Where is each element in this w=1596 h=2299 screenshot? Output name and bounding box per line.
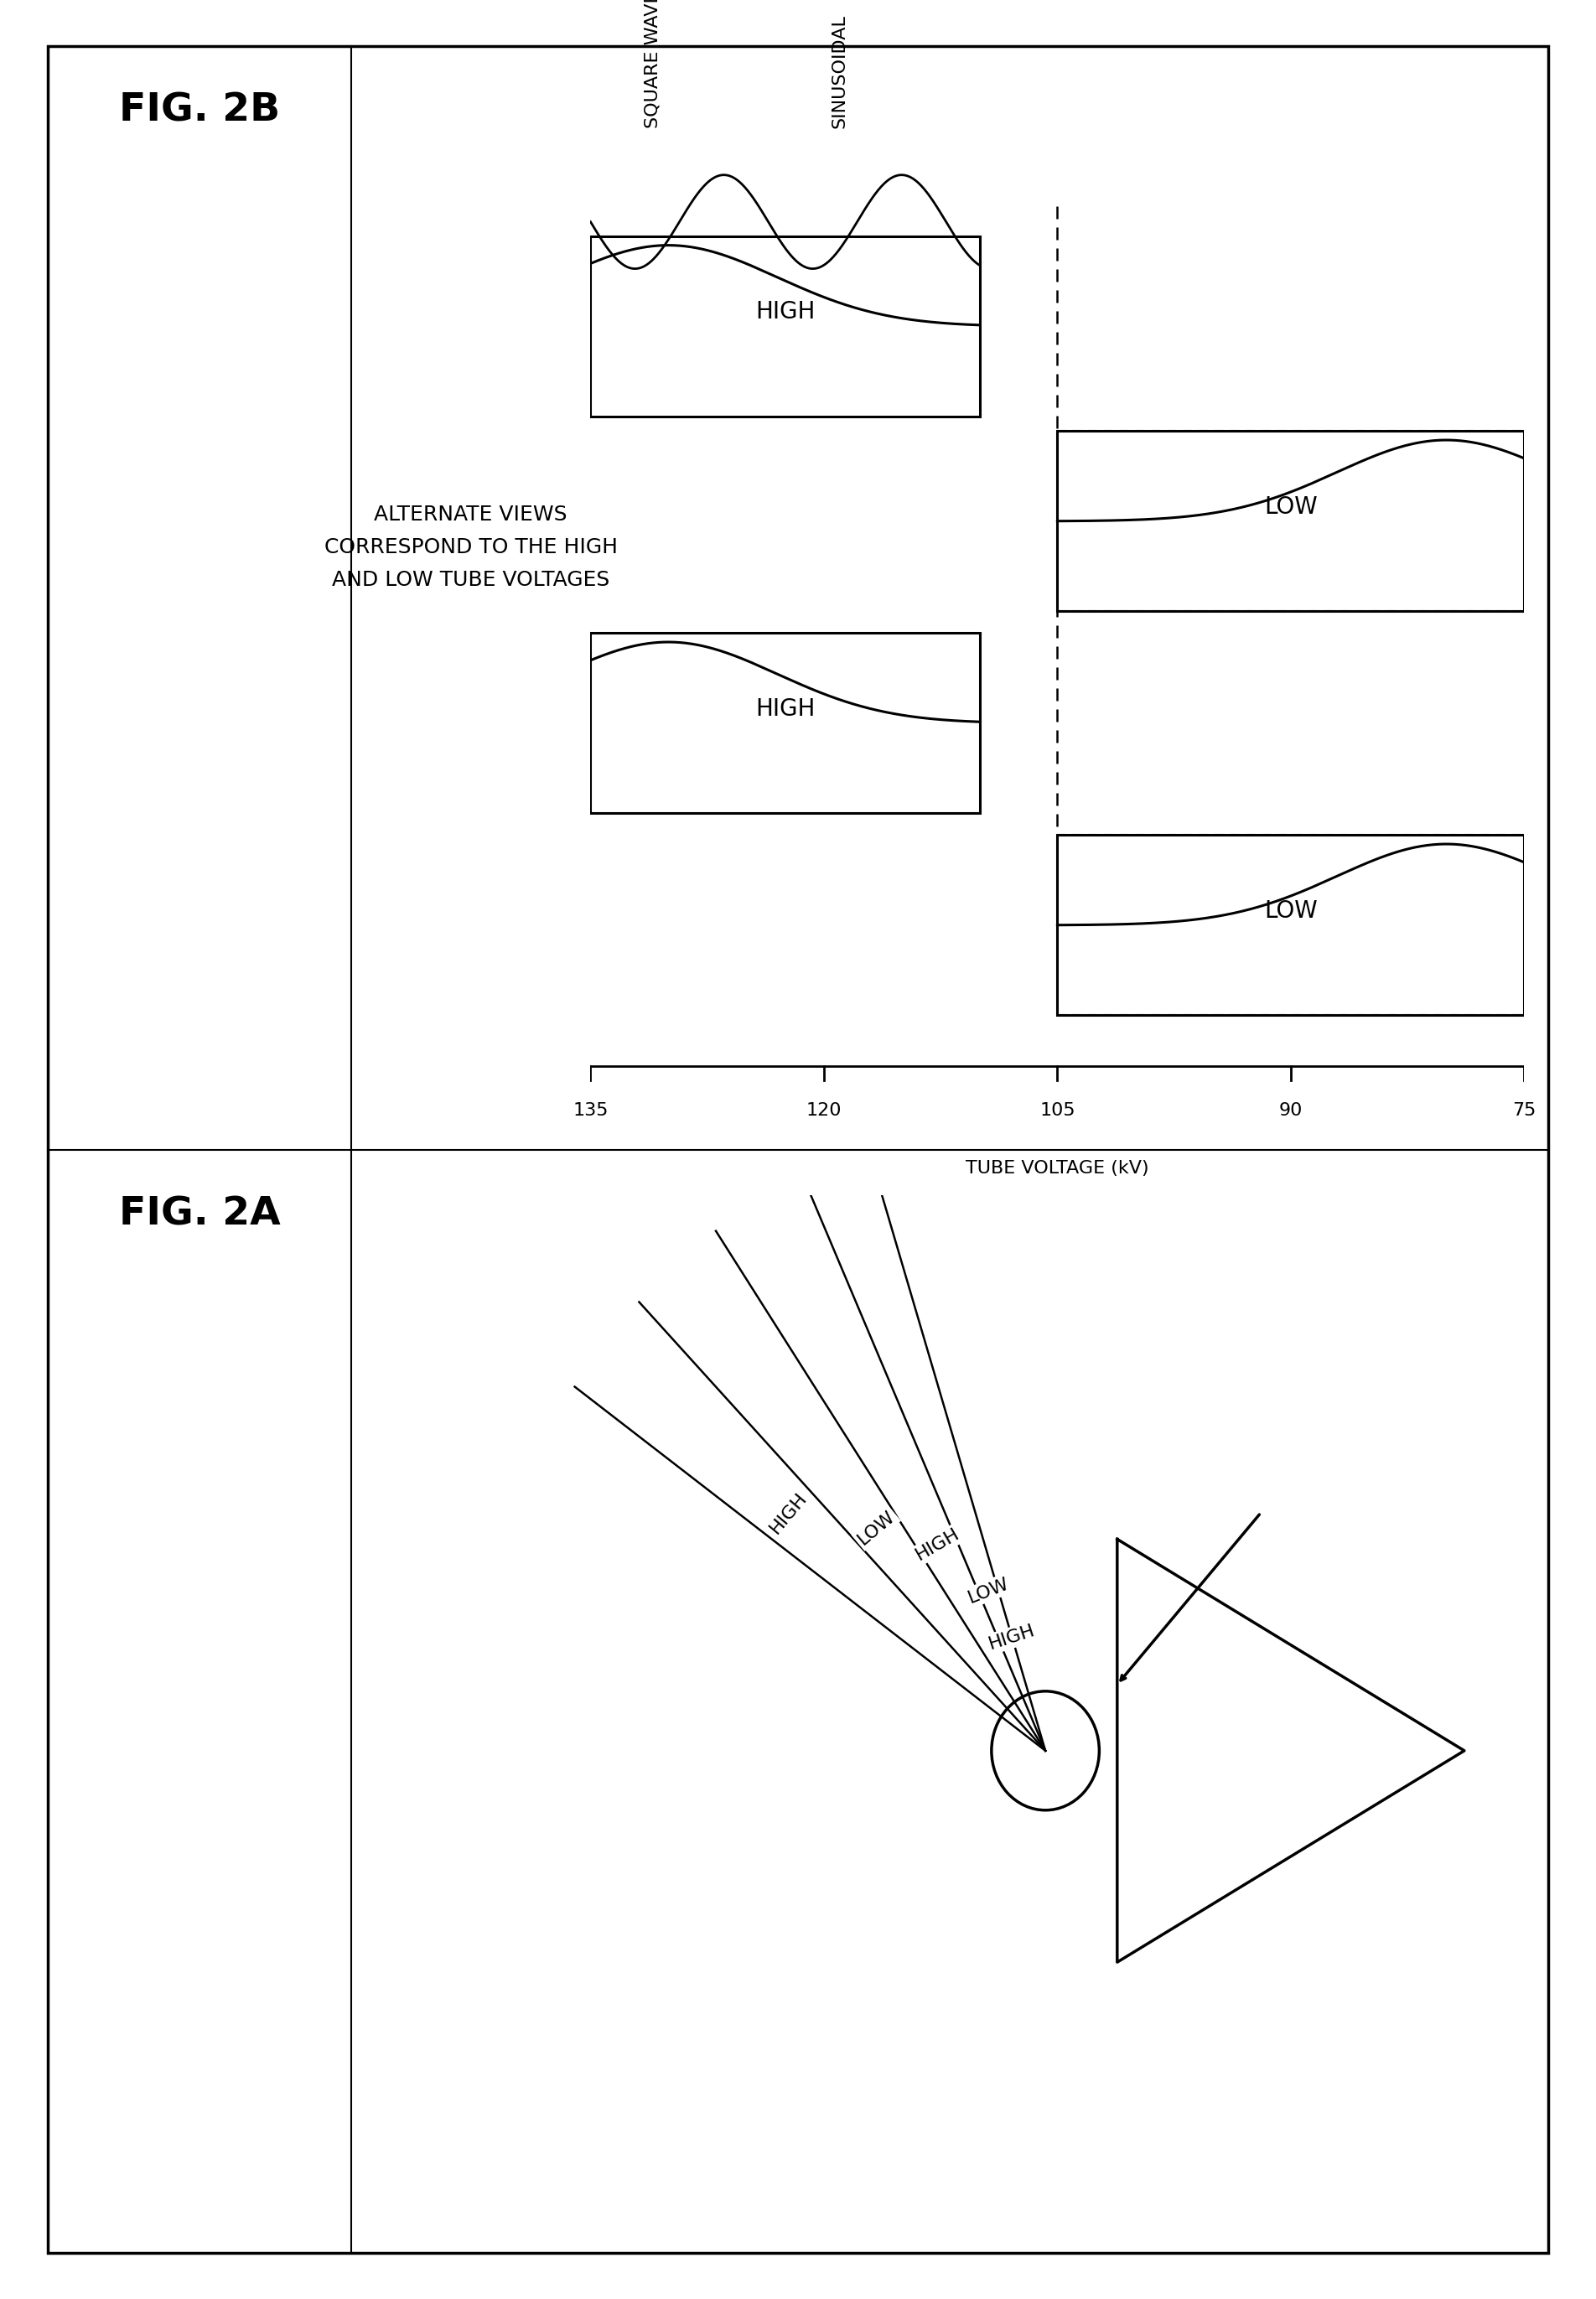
Text: SQUARE WAVE: SQUARE WAVE	[645, 0, 661, 129]
Text: 90: 90	[1278, 1101, 1302, 1120]
Bar	[1057, 430, 1524, 612]
Bar	[591, 632, 980, 814]
Text: HIGH: HIGH	[755, 697, 816, 720]
Text: HIGH: HIGH	[766, 1490, 811, 1536]
Text: LOW: LOW	[854, 1508, 899, 1547]
Text: 135: 135	[573, 1101, 608, 1120]
Text: TUBE VOLTAGE (kV): TUBE VOLTAGE (kV)	[966, 1159, 1149, 1177]
Text: FIG. 2B: FIG. 2B	[120, 92, 279, 129]
Text: 75: 75	[1513, 1101, 1535, 1120]
Bar	[1057, 835, 1524, 1016]
Bar	[591, 237, 980, 416]
Text: ALTERNATE VIEWS
CORRESPOND TO THE HIGH
AND LOW TUBE VOLTAGES: ALTERNATE VIEWS CORRESPOND TO THE HIGH A…	[324, 503, 618, 591]
Text: FIG. 2A: FIG. 2A	[118, 1195, 281, 1232]
Text: 120: 120	[806, 1101, 841, 1120]
Text: 105: 105	[1039, 1101, 1076, 1120]
Text: LOW: LOW	[1264, 899, 1317, 922]
Text: LOW: LOW	[966, 1575, 1012, 1607]
Text: HIGH: HIGH	[913, 1527, 962, 1563]
Text: LOW: LOW	[1264, 494, 1317, 520]
Text: HIGH: HIGH	[986, 1623, 1037, 1653]
Text: SINUSOIDAL: SINUSOIDAL	[832, 14, 847, 129]
Text: HIGH: HIGH	[755, 301, 816, 324]
